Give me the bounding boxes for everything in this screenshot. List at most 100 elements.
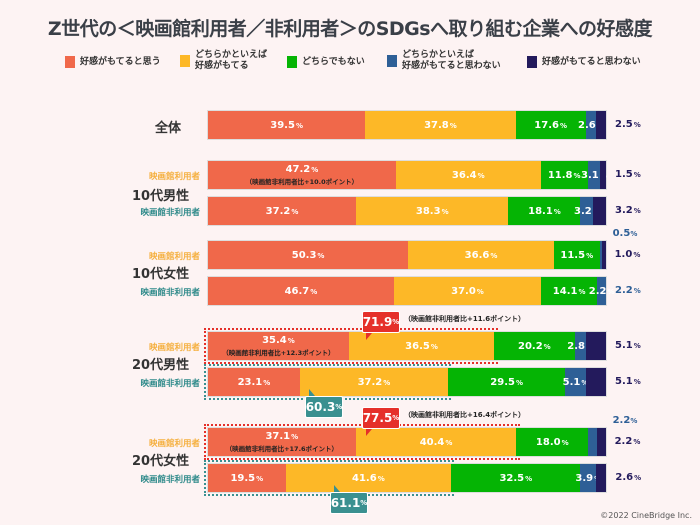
bar-segment: 2.6% xyxy=(578,111,604,139)
bar-segment: 3.9% xyxy=(575,464,601,492)
data-label: 40.4% xyxy=(419,436,453,448)
data-label: 23.1% xyxy=(237,376,271,388)
bar-segment xyxy=(600,161,607,189)
right-value: 3.2% xyxy=(615,205,641,216)
sub-label: 映画館非利用者 xyxy=(140,208,200,218)
bar-row: 37.2% 38.3% 18.1% 3.2% xyxy=(207,196,607,226)
bar-row: 46.7% 37.0% 14.1% 2.2% xyxy=(207,276,614,306)
legend-swatch xyxy=(180,55,190,67)
bar-segment: 36.6% xyxy=(408,241,554,269)
data-label: 37.8% xyxy=(424,119,457,131)
data-label: 11.5% xyxy=(560,249,594,261)
unit: % xyxy=(392,414,400,422)
data-label: 46.7% xyxy=(284,285,318,297)
data-label: 14.1% xyxy=(552,285,586,297)
data-label: 41.6% xyxy=(352,472,385,484)
bar-segment: 19.5% xyxy=(208,464,286,492)
right-value: 5.1% xyxy=(615,376,641,387)
unit: % xyxy=(633,438,641,446)
unit: % xyxy=(633,342,641,350)
group-label: 全体 xyxy=(155,121,182,136)
bar-row: 37.1% （映画館非利用者比+17.6ポイント） 40.4% 18.0% xyxy=(207,427,607,457)
bar-segment: 37.1% （映画館非利用者比+17.6ポイント） xyxy=(208,428,356,456)
bar-segment: 14.1% xyxy=(541,277,598,305)
unit: % xyxy=(256,474,264,483)
unit: % xyxy=(633,287,641,295)
bar-segment xyxy=(599,241,602,269)
data-label: 35.4% xyxy=(262,335,295,346)
bar-row: 47.2% （映画館非利用者比+10.0ポイント） 36.4% 11.8%3.1% xyxy=(207,160,607,190)
bar-segment xyxy=(601,241,606,269)
bar-segment: 11.5% xyxy=(553,241,600,269)
legend-swatch xyxy=(65,56,75,68)
unit: % xyxy=(630,230,638,238)
bar-row: 39.5% 37.8% 17.6% 2.6% xyxy=(207,110,607,140)
unit: % xyxy=(335,403,343,411)
legend-swatch xyxy=(287,56,297,68)
unit: % xyxy=(291,433,299,441)
total-callout: 71.9% xyxy=(362,311,400,333)
unit: % xyxy=(291,207,299,216)
unit: % xyxy=(586,251,594,260)
data-label: 36.5% xyxy=(405,340,438,352)
sub-label: 映画館利用者 xyxy=(148,343,200,353)
right-value: 2.5% xyxy=(615,119,641,130)
legend-label: 好感がもてると思う xyxy=(80,56,161,67)
side-value: 2.2% xyxy=(612,415,638,426)
unit: % xyxy=(392,318,400,326)
data-label: 38.3% xyxy=(415,205,449,217)
right-value: 2.6% xyxy=(615,472,642,483)
bar-segment: 2.2% xyxy=(589,277,614,305)
unit: % xyxy=(377,474,385,483)
legend-label: どちらでもない xyxy=(302,56,365,67)
unit: % xyxy=(441,207,449,216)
unit: % xyxy=(559,121,567,130)
callout-tail xyxy=(334,485,340,492)
data-label: 20.2% xyxy=(517,340,551,352)
bar-segment: 36.5% xyxy=(348,332,495,360)
data-label: 5.1% xyxy=(563,377,589,388)
group-label: 10代女性 xyxy=(132,267,190,282)
group-label: 10代男性 xyxy=(132,189,190,204)
legend-item: 好感がもてると思う xyxy=(65,56,161,68)
data-label: 37.0% xyxy=(451,285,484,297)
bar-segment: 37.2% xyxy=(208,197,357,225)
sub-label: 映画館利用者 xyxy=(148,439,200,449)
copyright: ©2022 CineBridge Inc. xyxy=(600,511,692,520)
legend-item: どちらでもない xyxy=(287,56,365,68)
right-value: 5.1% xyxy=(615,340,641,351)
unit: % xyxy=(543,342,551,351)
bar-row: 35.4% （映画館非利用者比+12.3ポイント） 36.5% 20.2% 2.8% xyxy=(207,331,607,361)
data-label: 19.5% xyxy=(230,472,264,484)
side-value: 0.5% xyxy=(612,228,638,239)
legend-label: 好感がもてると思わない xyxy=(542,56,641,67)
bar-segment: 18.0% xyxy=(516,428,589,456)
right-value: 1.0% xyxy=(614,249,641,260)
bar-segment: 40.4% xyxy=(355,428,517,456)
sub-label: 映画館非利用者 xyxy=(140,288,200,298)
data-label: 37.2% xyxy=(357,376,391,388)
total-note: （映画館非利用者比+16.4ポイント） xyxy=(404,411,526,419)
bar-segment xyxy=(588,428,597,456)
bar-segment: 36.4% xyxy=(395,161,541,189)
right-value: 2.2% xyxy=(615,285,641,296)
bar-segment: 37.2% xyxy=(299,368,448,396)
sub-label: 映画館非利用者 xyxy=(140,379,200,389)
data-label: 11.8% xyxy=(547,169,581,181)
unit: % xyxy=(553,207,561,216)
legend-item: 好感がもてると思わない xyxy=(527,56,641,68)
bar-segment: 46.7% xyxy=(208,277,394,305)
unit: % xyxy=(515,378,523,387)
bar-segment xyxy=(596,428,606,456)
legend-item: どちらかといえば 好感がもてる xyxy=(180,50,267,72)
unit: % xyxy=(633,121,641,129)
unit: % xyxy=(477,171,485,180)
unit: % xyxy=(263,378,271,387)
total-callout: 61.1% xyxy=(330,492,368,514)
unit: % xyxy=(633,207,641,215)
legend-item: どちらかといえば 好感がもてると思わない xyxy=(387,50,501,72)
unit: % xyxy=(525,474,533,483)
bar-segment: 39.5% xyxy=(208,111,366,139)
unit: % xyxy=(578,287,586,296)
data-label: 37.2% xyxy=(265,205,299,217)
